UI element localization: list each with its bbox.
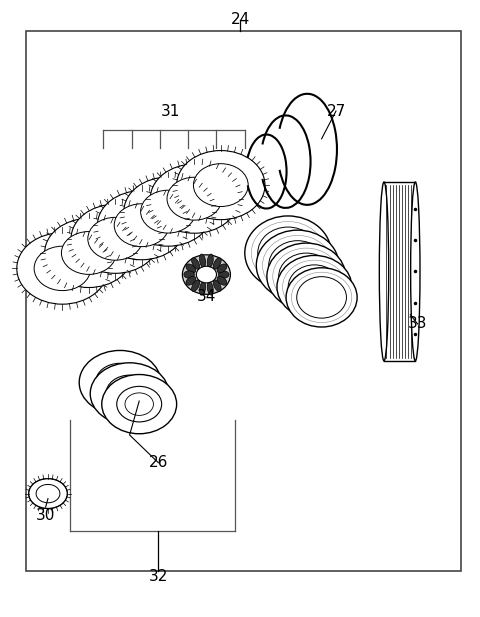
Ellipse shape [186,276,196,285]
Ellipse shape [192,258,200,269]
Ellipse shape [193,164,248,207]
Ellipse shape [88,217,143,260]
Ellipse shape [217,276,227,285]
Ellipse shape [213,258,221,269]
Ellipse shape [200,282,205,295]
Ellipse shape [286,268,357,327]
Ellipse shape [184,271,194,278]
Ellipse shape [258,227,318,279]
Ellipse shape [207,282,213,295]
Ellipse shape [29,479,67,508]
Ellipse shape [141,190,195,233]
Ellipse shape [97,191,186,260]
Ellipse shape [36,484,60,503]
Ellipse shape [29,479,67,508]
Ellipse shape [182,255,230,294]
Ellipse shape [269,241,326,290]
Text: 33: 33 [408,317,427,331]
Ellipse shape [186,264,196,273]
Ellipse shape [79,350,161,415]
Ellipse shape [279,253,334,300]
Ellipse shape [90,363,169,424]
Ellipse shape [288,265,341,309]
Text: 24: 24 [230,12,250,27]
Ellipse shape [245,216,331,290]
Ellipse shape [200,254,205,267]
Ellipse shape [105,370,135,395]
Text: 30: 30 [36,508,55,523]
Ellipse shape [218,271,229,278]
Ellipse shape [256,230,339,300]
Ellipse shape [167,177,222,220]
Ellipse shape [411,182,420,361]
Ellipse shape [267,243,346,310]
Ellipse shape [124,177,212,246]
Ellipse shape [192,280,200,291]
Bar [26,31,461,571]
Ellipse shape [106,375,153,412]
Ellipse shape [115,382,144,405]
Ellipse shape [379,182,389,361]
Ellipse shape [96,363,144,402]
Ellipse shape [102,375,177,434]
Text: 34: 34 [197,289,216,304]
Ellipse shape [177,151,265,220]
Ellipse shape [71,204,159,273]
Ellipse shape [196,267,216,283]
Text: 32: 32 [149,569,168,584]
Ellipse shape [37,486,59,502]
Ellipse shape [297,276,347,318]
Ellipse shape [125,393,154,415]
Ellipse shape [17,233,108,304]
Ellipse shape [34,246,91,291]
Ellipse shape [150,164,239,233]
Ellipse shape [117,386,162,422]
Text: 27: 27 [326,104,346,118]
Ellipse shape [61,231,116,275]
Text: 31: 31 [161,104,180,118]
Ellipse shape [114,204,169,247]
Ellipse shape [217,264,227,273]
Ellipse shape [45,218,133,288]
Text: 26: 26 [149,455,168,470]
Ellipse shape [207,254,213,267]
Ellipse shape [277,255,352,318]
Ellipse shape [213,280,221,291]
